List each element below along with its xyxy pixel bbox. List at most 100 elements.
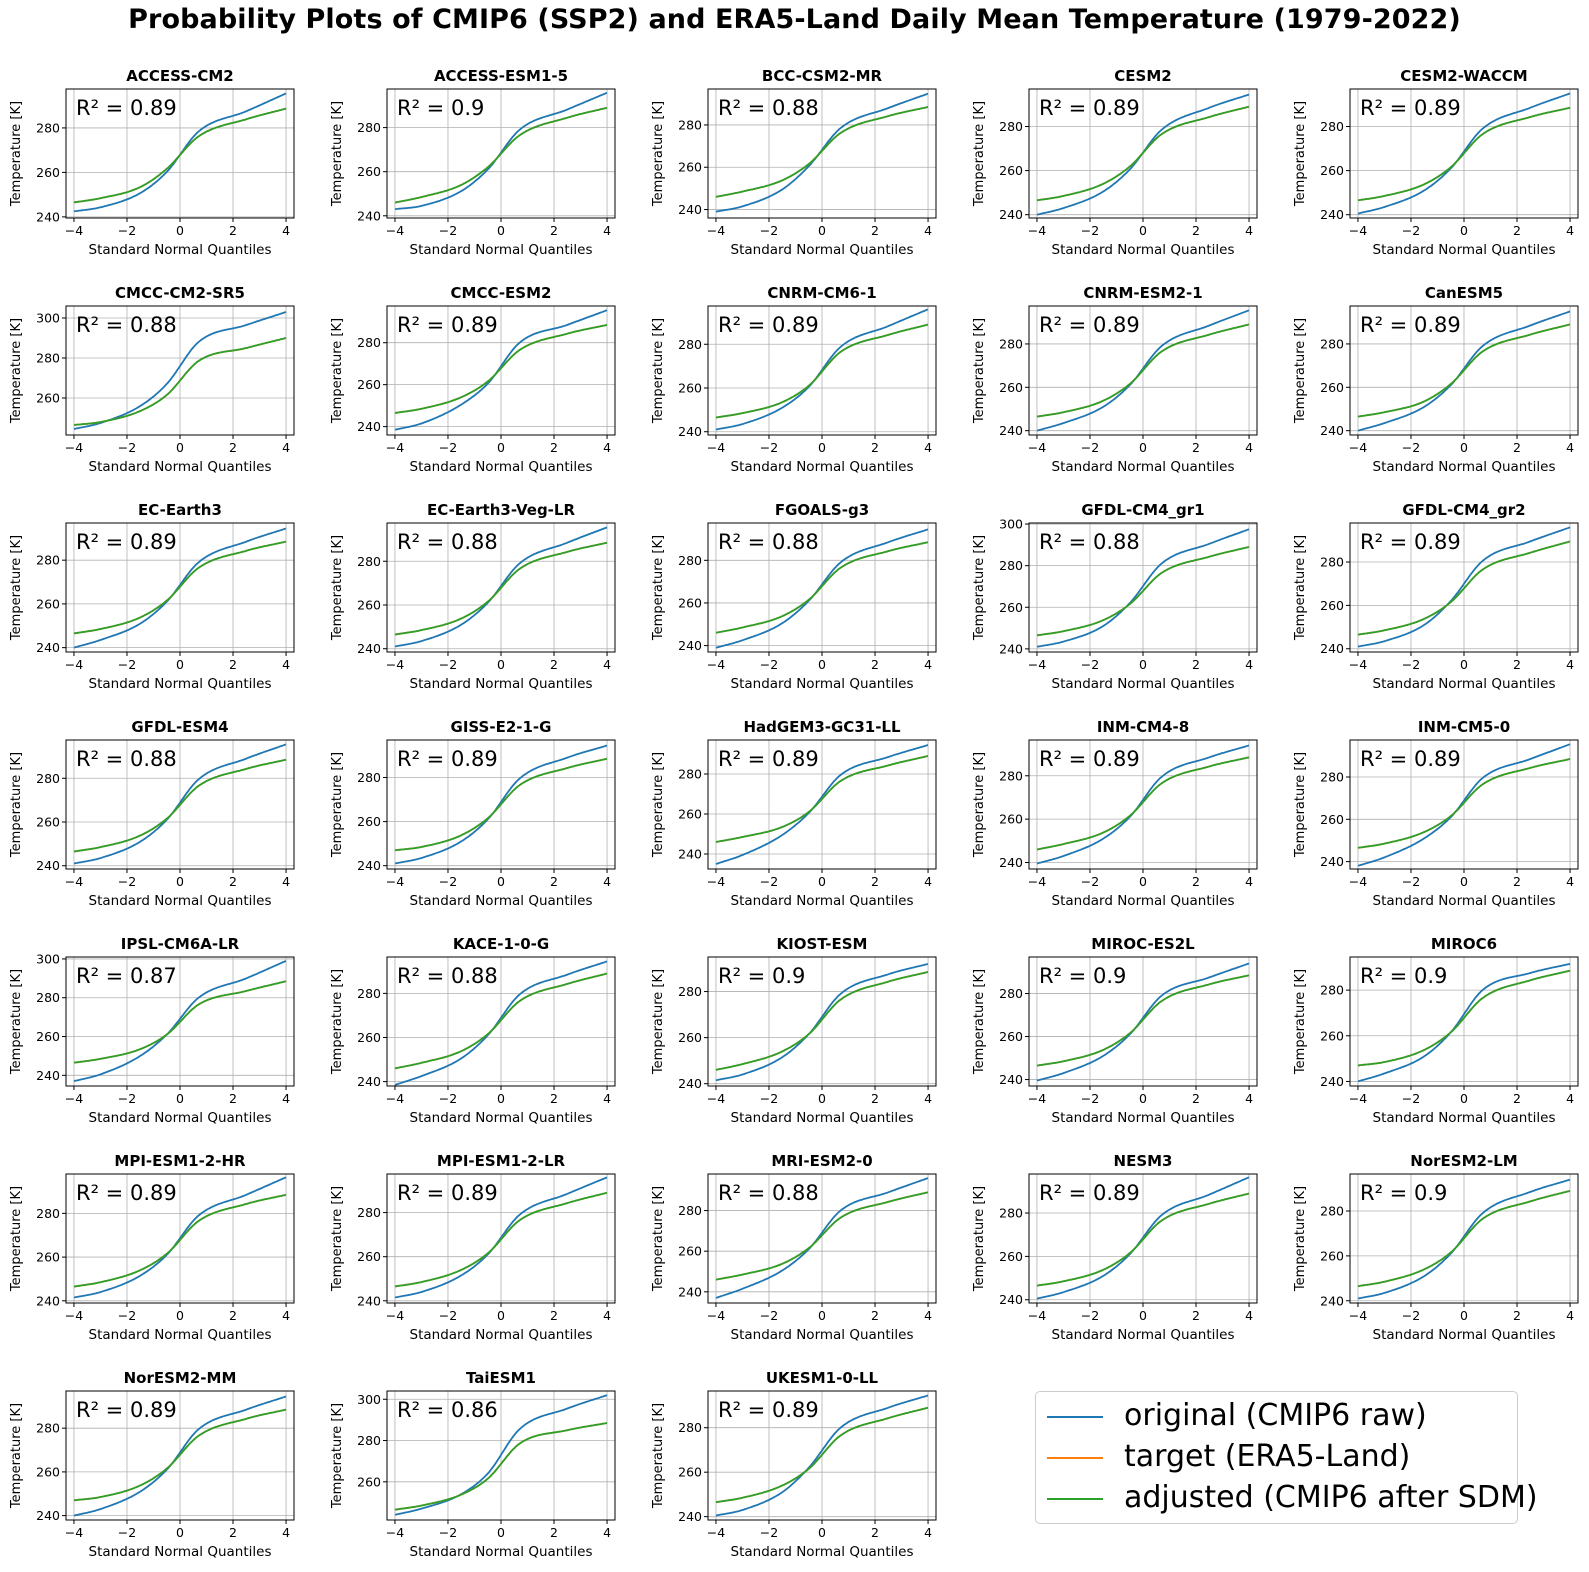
y-axis-label: Temperature [K] <box>972 969 987 1075</box>
y-tick-label: 240 <box>678 1509 702 1524</box>
panel-title: NESM3 <box>1114 1152 1173 1170</box>
y-tick-label: 260 <box>36 596 60 611</box>
x-tick-label: −4 <box>386 657 404 672</box>
series-adjusted <box>73 980 287 1064</box>
x-tick-label: 0 <box>1139 874 1147 889</box>
x-tick-label: −4 <box>1028 657 1046 672</box>
x-tick-label: −4 <box>707 1308 725 1323</box>
x-axis-label: Standard Normal Quantiles <box>1373 242 1556 258</box>
x-axis-label: Standard Normal Quantiles <box>731 676 914 692</box>
panel-gfdl-esm4: −4 −2 0 2 4 240 260 280 GFDL-ESM4 Standard Normal… <box>9 718 295 909</box>
panel-miroc-es2l: −4 −2 0 2 4 240 260 280 MIROC-ES2L Standard Norma… <box>972 935 1258 1126</box>
r-squared-annotation: R² = 0.88 <box>76 747 177 771</box>
legend-item-adjusted: adjusted (CMIP6 after SDM) <box>1036 1479 1538 1519</box>
y-axis-label: Temperature [K] <box>9 318 24 424</box>
x-tick-label: −2 <box>439 1525 457 1540</box>
panel-title: GFDL-CM4_gr1 <box>1081 501 1204 519</box>
series-adjusted <box>715 106 929 198</box>
y-tick-label: 260 <box>678 380 702 395</box>
series-original <box>73 960 287 1083</box>
y-tick-label: 240 <box>36 858 60 873</box>
x-axis-label: Standard Normal Quantiles <box>89 1327 272 1343</box>
series-original <box>715 1177 929 1299</box>
x-tick-label: 4 <box>1245 1308 1253 1323</box>
x-tick-label: −2 <box>118 1525 136 1540</box>
r-squared-annotation: R² = 0.89 <box>1039 96 1140 120</box>
y-tick-label: 260 <box>999 812 1023 827</box>
x-tick-label: 4 <box>924 657 932 672</box>
panel-cmcc-cm2-sr5: −4 −2 0 2 4 260 280 300 CMCC-CM2-SR5 Standard Nor… <box>9 284 295 475</box>
x-tick-label: −2 <box>1402 1308 1420 1323</box>
x-tick-label: 0 <box>818 1091 826 1106</box>
series-original <box>73 1395 287 1517</box>
panel-title: INM-CM4-8 <box>1097 718 1189 736</box>
x-axis-label: Standard Normal Quantiles <box>731 893 914 909</box>
r-squared-annotation: R² = 0.89 <box>397 747 498 771</box>
x-tick-label: −2 <box>439 1091 457 1106</box>
x-tick-label: 0 <box>818 874 826 889</box>
y-tick-label: 280 <box>678 984 702 999</box>
y-tick-label: 240 <box>357 858 381 873</box>
x-tick-label: −2 <box>1081 440 1099 455</box>
x-tick-label: 0 <box>1460 440 1468 455</box>
y-tick-label: 240 <box>36 209 60 224</box>
x-tick-label: 0 <box>176 1525 184 1540</box>
r-squared-annotation: R² = 0.89 <box>76 96 177 120</box>
x-tick-label: 0 <box>1139 440 1147 455</box>
x-tick-label: 4 <box>1245 223 1253 238</box>
series-adjusted <box>394 106 608 204</box>
r-squared-annotation: R² = 0.89 <box>1039 313 1140 337</box>
x-tick-label: 0 <box>497 1091 505 1106</box>
r-squared-annotation: R² = 0.88 <box>718 1181 819 1205</box>
series-adjusted <box>73 540 287 635</box>
r-squared-annotation: R² = 0.88 <box>397 530 498 554</box>
series-original <box>1036 528 1250 648</box>
panel-title: CESM2 <box>1114 67 1171 85</box>
x-tick-label: 4 <box>1245 440 1253 455</box>
x-tick-label: 2 <box>550 1308 558 1323</box>
x-axis-label: Standard Normal Quantiles <box>410 893 593 909</box>
y-axis-label: Temperature [K] <box>651 1186 666 1292</box>
y-tick-label: 300 <box>36 951 60 966</box>
x-tick-label: 4 <box>282 657 290 672</box>
x-tick-label: 4 <box>282 874 290 889</box>
series-adjusted <box>1036 323 1250 418</box>
x-tick-label: −4 <box>386 874 404 889</box>
y-tick-label: 280 <box>36 990 60 1005</box>
y-tick-label: 240 <box>678 847 702 862</box>
y-tick-label: 280 <box>357 1433 381 1448</box>
series-original <box>394 960 608 1086</box>
series-original <box>73 1176 287 1299</box>
r-squared-annotation: R² = 0.89 <box>76 530 177 554</box>
x-axis-label: Standard Normal Quantiles <box>89 242 272 258</box>
y-tick-label: 260 <box>1320 1248 1344 1263</box>
r-squared-annotation: R² = 0.89 <box>1360 530 1461 554</box>
panel-kace-1-0-g: −4 −2 0 2 4 240 260 280 KACE-1-0-G Standard Norma… <box>330 935 616 1126</box>
y-tick-label: 240 <box>1320 207 1344 222</box>
x-tick-label: 0 <box>1460 657 1468 672</box>
x-tick-label: 4 <box>924 1525 932 1540</box>
panel-title: MPI-ESM1-2-LR <box>437 1152 566 1170</box>
legend-swatch-target <box>1047 1457 1103 1459</box>
x-tick-label: −2 <box>439 223 457 238</box>
x-tick-label: 4 <box>924 223 932 238</box>
x-tick-label: 4 <box>603 223 611 238</box>
y-axis-label: Temperature [K] <box>972 318 987 424</box>
x-tick-label: −2 <box>118 223 136 238</box>
y-tick-label: 240 <box>357 641 381 656</box>
x-axis-label: Standard Normal Quantiles <box>1052 1327 1235 1343</box>
x-axis-label: Standard Normal Quantiles <box>410 242 593 258</box>
x-tick-label: 0 <box>176 1308 184 1323</box>
y-tick-label: 240 <box>1320 1074 1344 1089</box>
panel-title: GFDL-CM4_gr2 <box>1402 501 1525 519</box>
y-tick-label: 260 <box>36 391 60 406</box>
y-tick-label: 260 <box>36 1464 60 1479</box>
x-tick-label: 4 <box>1566 440 1574 455</box>
series-original <box>1036 962 1250 1082</box>
panel-canesm5: −4 −2 0 2 4 240 260 280 CanESM5 Standard Normal Q… <box>1293 284 1579 475</box>
series-original <box>715 308 929 431</box>
x-tick-label: 4 <box>1566 1308 1574 1323</box>
series-original <box>1036 1176 1250 1300</box>
x-tick-label: 0 <box>497 440 505 455</box>
x-tick-label: 4 <box>1566 1091 1574 1106</box>
